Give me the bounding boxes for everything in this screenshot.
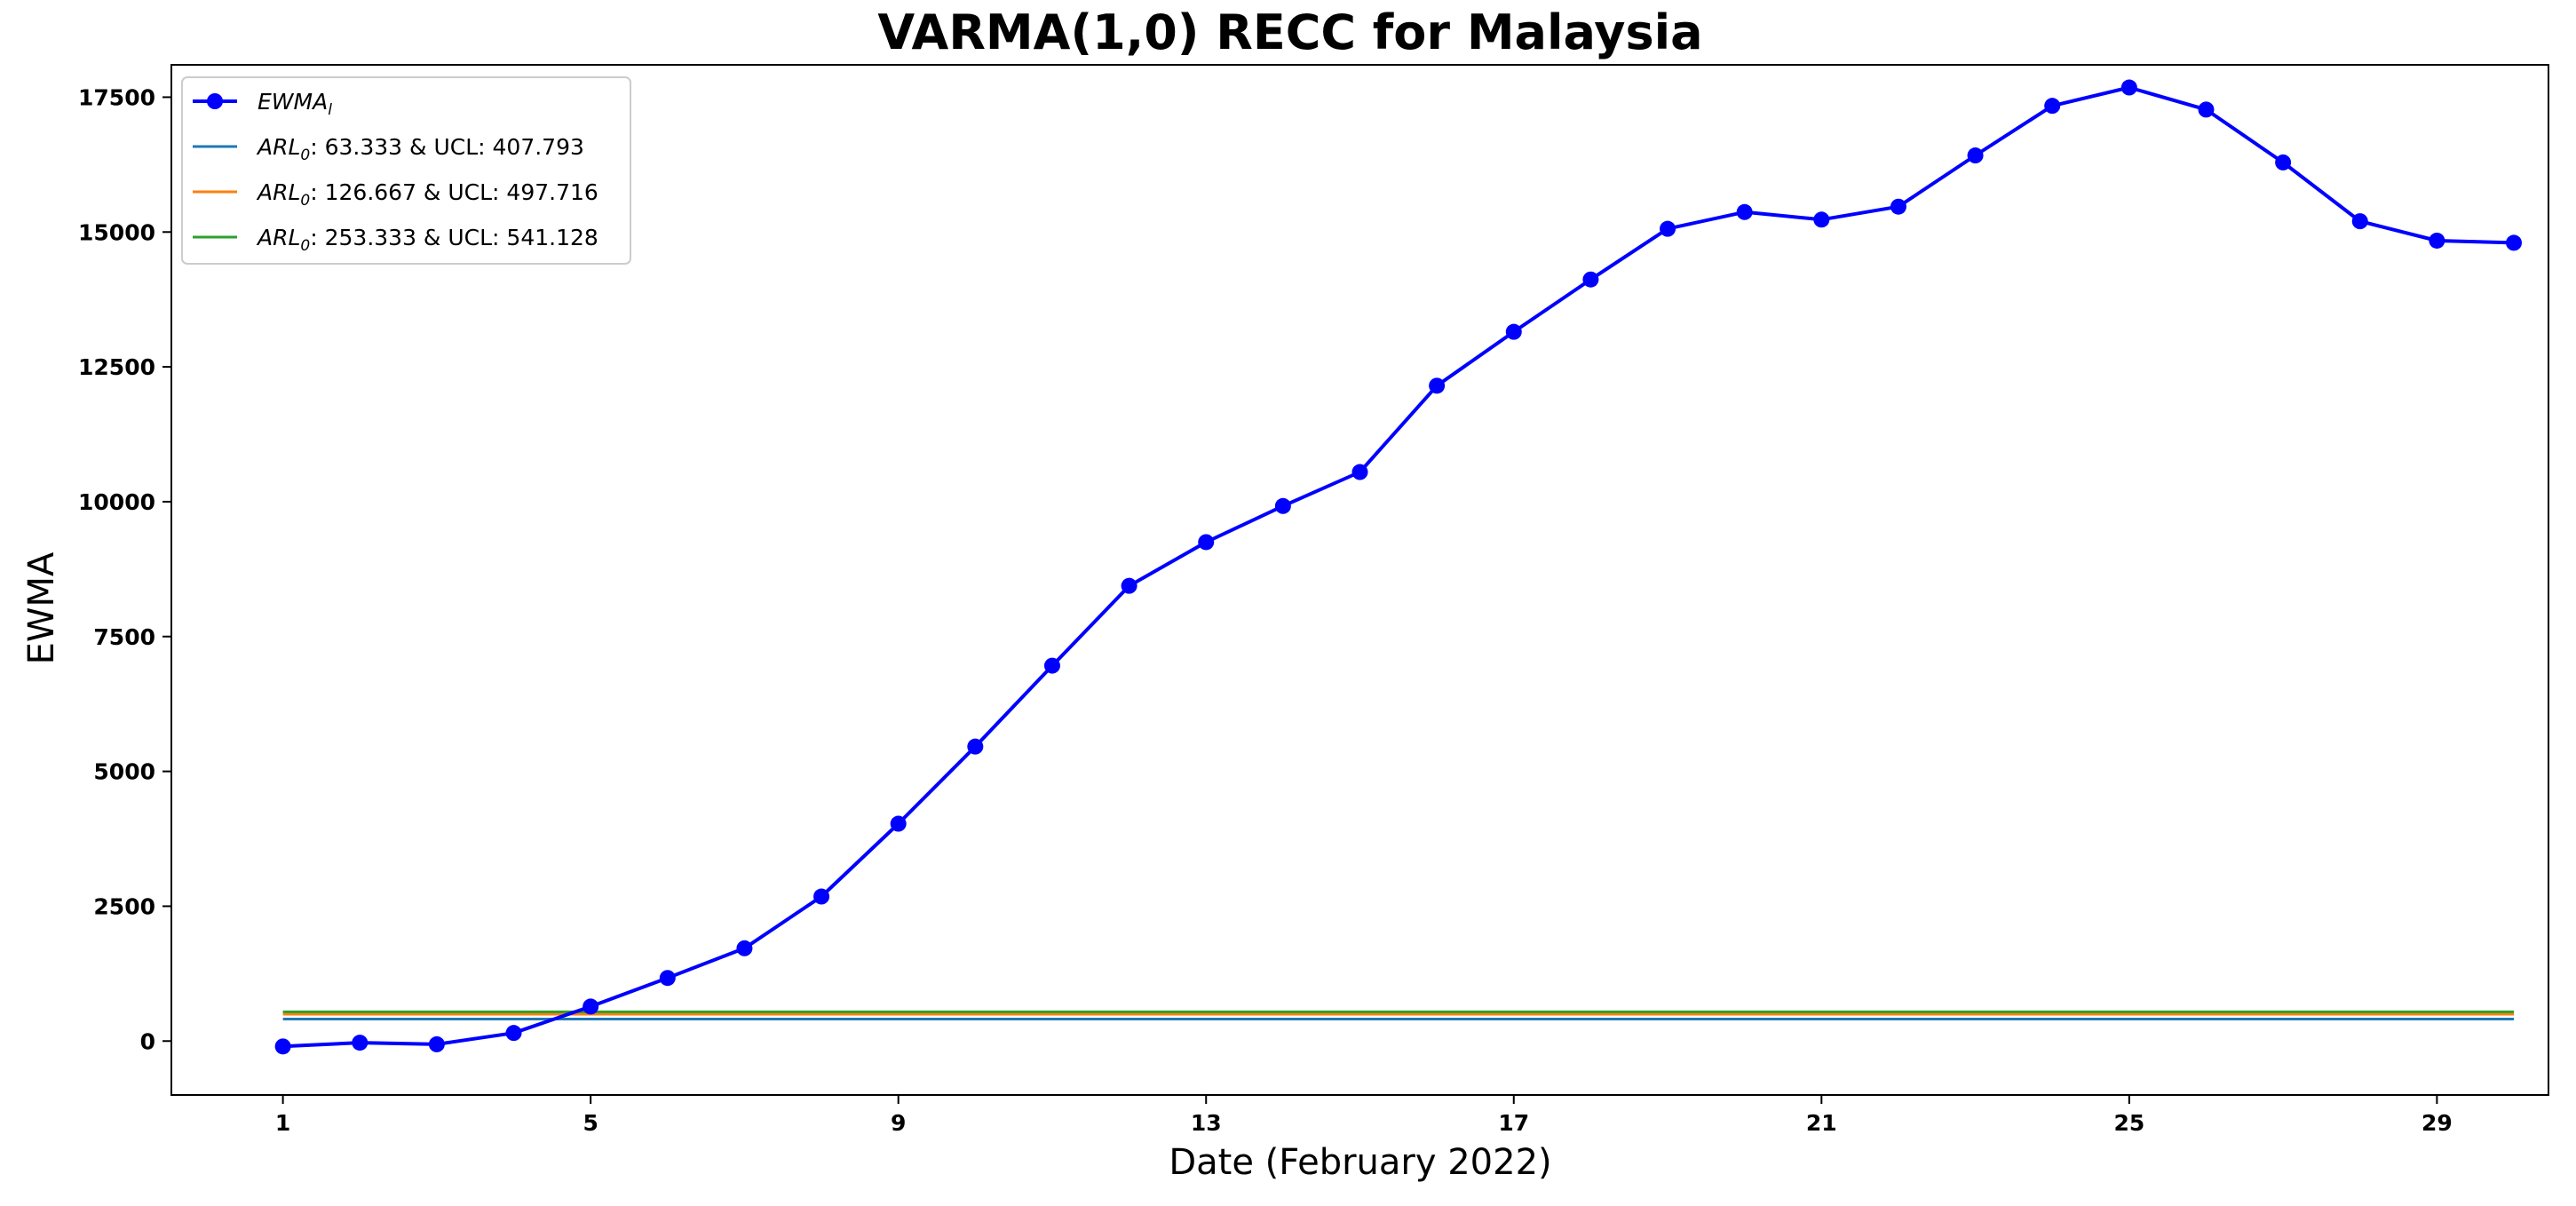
- ewma-point: [2275, 154, 2292, 171]
- ewma-point: [583, 998, 599, 1015]
- legend-label: ARL0: 253.333 & UCL: 541.128: [256, 225, 598, 255]
- ewma-point: [967, 738, 984, 755]
- ewma-point: [1043, 657, 1060, 674]
- legend-box: [181, 76, 631, 265]
- legend-label: ARL0: 63.333 & UCL: 407.793: [256, 134, 584, 164]
- axis-ticks: 1 5 9 13 17 21 25 29 0 2500 5000 7500 10000 12500 1500…: [78, 84, 2453, 1136]
- ewma-point: [428, 1035, 445, 1052]
- plot-frame: [170, 64, 2549, 1096]
- ewma-point: [890, 815, 907, 832]
- ewma-point: [1429, 377, 1446, 394]
- legend-label: EWMAl: [258, 89, 332, 119]
- x-tick-label: 13: [1191, 1110, 1222, 1136]
- x-tick-label: 21: [1806, 1110, 1837, 1136]
- ewma-point: [274, 1038, 291, 1055]
- legend-swatch-marker: [207, 93, 223, 109]
- y-tick-label: 10000: [78, 489, 155, 515]
- y-axis-label: EWMA: [21, 551, 62, 664]
- ewma-series-line: [282, 85, 2515, 1049]
- ewma-point: [1121, 577, 1137, 594]
- ewma-point: [1967, 147, 1984, 164]
- ewma-point: [1660, 220, 1676, 237]
- x-tick-label: 1: [275, 1110, 290, 1136]
- x-axis-label: Date (February 2022): [1169, 1142, 1551, 1183]
- ewma-point: [1351, 464, 1368, 480]
- y-tick-label: 0: [140, 1028, 155, 1054]
- ewma-point: [1890, 198, 1906, 215]
- y-tick-label: 7500: [93, 624, 155, 650]
- ewma-point: [813, 888, 830, 905]
- ewma-point: [2351, 213, 2368, 230]
- x-tick-label: 17: [1498, 1110, 1529, 1136]
- ewma-point: [2120, 79, 2137, 96]
- ewma-point: [2198, 101, 2215, 118]
- chart-title: VARMA(1,0) RECC for Malaysia: [877, 4, 1702, 60]
- ewma-point: [1736, 203, 1753, 220]
- ewma-point: [1505, 323, 1522, 340]
- x-tick-label: 5: [583, 1110, 598, 1136]
- x-tick-label: 29: [2421, 1110, 2453, 1136]
- legend: EWMAl ARL0: 63.333 & UCL: 407.793 ARL0: 12…: [181, 76, 631, 265]
- y-tick-label: 17500: [78, 84, 155, 110]
- ewma-point: [736, 940, 753, 956]
- ewma-point: [2506, 234, 2523, 251]
- ewma-point: [505, 1025, 522, 1042]
- x-tick-label: 9: [891, 1110, 906, 1136]
- ewma-point: [659, 970, 676, 987]
- y-tick-label: 2500: [93, 893, 155, 919]
- legend-label: ARL0: 126.667 & UCL: 497.716: [256, 179, 598, 210]
- ewma-point: [1582, 271, 1599, 288]
- plot-area: [170, 64, 2549, 1096]
- ewma-point: [2044, 98, 2061, 115]
- ewma-point: [2429, 232, 2445, 249]
- ewma-point: [1198, 534, 1215, 551]
- ewma-point: [1274, 497, 1291, 514]
- y-tick-label: 5000: [93, 759, 155, 785]
- ewma-point: [352, 1035, 369, 1051]
- y-tick-label: 15000: [78, 219, 155, 245]
- x-tick-label: 25: [2113, 1110, 2144, 1136]
- y-tick-label: 12500: [78, 354, 155, 380]
- ewma-point: [1813, 211, 1830, 228]
